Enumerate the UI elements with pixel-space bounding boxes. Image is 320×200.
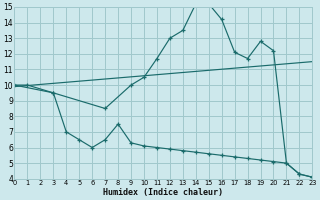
X-axis label: Humidex (Indice chaleur): Humidex (Indice chaleur)	[103, 188, 223, 197]
